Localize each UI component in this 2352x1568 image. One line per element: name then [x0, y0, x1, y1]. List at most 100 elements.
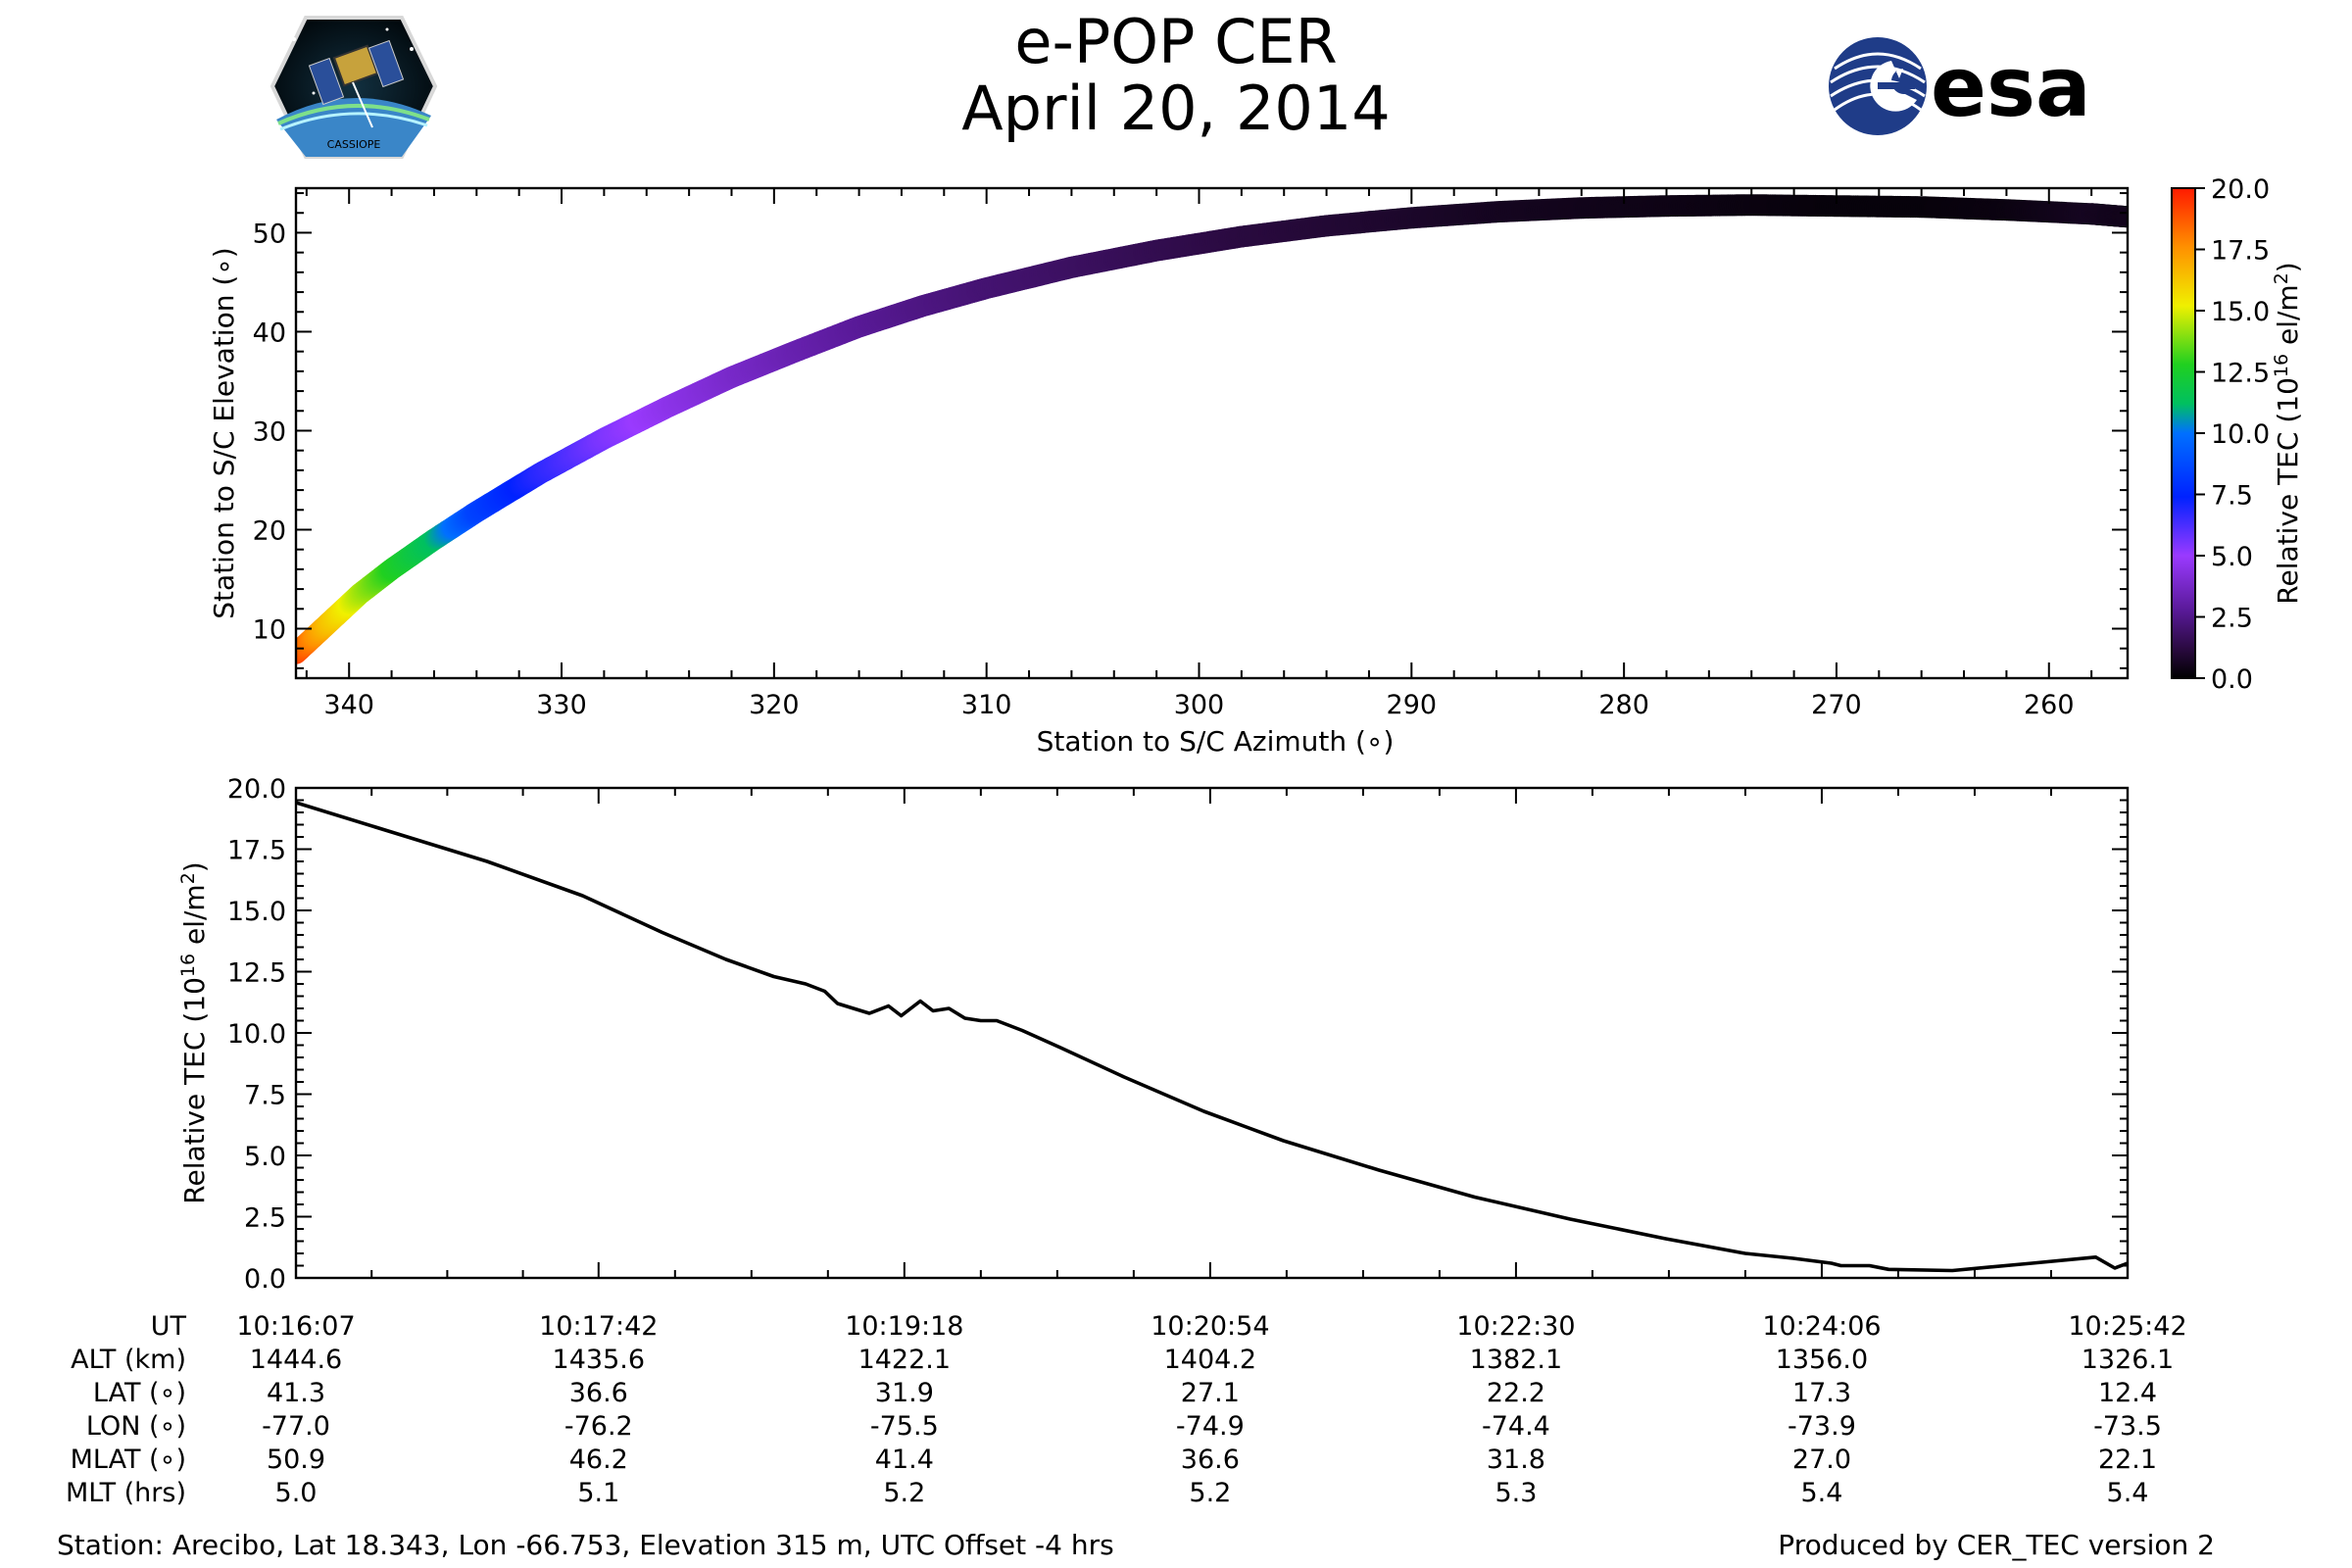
colorbar-label: Relative TEC (1016 el/m2) [2271, 262, 2304, 604]
ephemeris-row-label: MLAT (∘) [71, 1445, 186, 1475]
tec-tick-label: 17.5 [227, 836, 286, 866]
ephemeris-value: 1422.1 [858, 1345, 951, 1375]
ephemeris-value: 1404.2 [1164, 1345, 1256, 1375]
ephemeris-value: 27.0 [1792, 1445, 1851, 1475]
title-line-instrument: e-POP CER [1014, 6, 1338, 77]
ephemeris-value: 17.3 [1792, 1378, 1851, 1408]
title-line-date: April 20, 2014 [961, 73, 1391, 144]
colorbar-tick-label: 0.0 [2211, 664, 2253, 695]
azimuth-tick-label: 330 [536, 690, 587, 720]
azimuth-axis-label: Station to S/C Azimuth (∘) [1037, 725, 1395, 758]
ephemeris-value: 1444.6 [250, 1345, 342, 1375]
elevation-azimuth-frame [294, 186, 2130, 680]
elevation-tick-label: 10 [253, 614, 286, 645]
ephemeris-row-label: LON (∘) [86, 1411, 186, 1442]
ephemeris-value: -77.0 [262, 1411, 330, 1442]
elevation-tick-label: 50 [253, 219, 286, 249]
tec-tick-label: 10.0 [227, 1019, 286, 1050]
tec-time-chart: 0.0 2.5 5.0 7.5 10.0 12.5 15.0 17.5 20.0 Relativ… [177, 774, 2130, 1295]
ephemeris-value: 10:25:42 [2068, 1311, 2186, 1342]
cassiope-logo-text: CASSIOPE [327, 138, 381, 151]
tec-tick-label: 7.5 [244, 1081, 286, 1111]
elevation-azimuth-ticks: 340 330 320 310 300 290 280 270 260 10 20 30 40 50 [253, 188, 2128, 720]
azimuth-tick-label: 270 [1811, 690, 1862, 720]
colorbar-tick-label: 5.0 [2211, 542, 2253, 572]
ephemeris-value: 31.8 [1487, 1445, 1545, 1475]
colorbar-ticks: 0.0 2.5 5.0 7.5 10.0 12.5 15.0 17.5 20.0 [2195, 174, 2270, 695]
ephemeris-value: 46.2 [569, 1445, 628, 1475]
colorbar-tick-label: 15.0 [2211, 297, 2270, 327]
tec-tick-label: 20.0 [227, 774, 286, 805]
tec-tick-label: 0.0 [244, 1264, 286, 1295]
tec-colorbar: 0.0 2.5 5.0 7.5 10.0 12.5 15.0 17.5 20.0 Relativ… [2171, 174, 2304, 695]
ephemeris-row-label: MLT (hrs) [66, 1478, 186, 1508]
ephemeris-value: 5.2 [883, 1478, 925, 1508]
colorbar-tick-label: 10.0 [2211, 419, 2270, 450]
ephemeris-row-label: UT [151, 1311, 187, 1342]
ephemeris-value: 1382.1 [1470, 1345, 1562, 1375]
elevation-axis-label: Station to S/C Elevation (∘) [208, 247, 240, 618]
ephemeris-value: 10:17:42 [539, 1311, 658, 1342]
tec-tick-label: 2.5 [244, 1203, 286, 1234]
ephemeris-row-label: ALT (km) [71, 1345, 186, 1375]
ephemeris-value: 1435.6 [553, 1345, 645, 1375]
ephemeris-value: 10:16:07 [236, 1311, 355, 1342]
ephemeris-value: 41.4 [875, 1445, 934, 1475]
azimuth-tick-label: 280 [1598, 690, 1649, 720]
ephemeris-value: 1356.0 [1776, 1345, 1868, 1375]
azimuth-tick-label: 300 [1174, 690, 1225, 720]
colorbar-tick-label: 7.5 [2211, 481, 2253, 512]
esa-logo: esa [1829, 37, 2091, 135]
tec-time-frame [294, 786, 2130, 1280]
tec-line-series [296, 801, 2128, 1273]
tec-time-ticks: 0.0 2.5 5.0 7.5 10.0 12.5 15.0 17.5 20.0 [227, 774, 2129, 1295]
ephemeris-row-label: LAT (∘) [93, 1378, 186, 1408]
ephemeris-value: 22.1 [2098, 1445, 2157, 1475]
ephemeris-value: 5.4 [2107, 1478, 2149, 1508]
elevation-tick-label: 20 [253, 515, 286, 546]
tec-tick-label: 12.5 [227, 958, 286, 989]
elevation-tick-label: 40 [253, 318, 286, 348]
ephemeris-value: 5.0 [275, 1478, 318, 1508]
colorbar-tick-label: 12.5 [2211, 359, 2270, 389]
ephemeris-value: 10:22:30 [1456, 1311, 1575, 1342]
ephemeris-value: 5.1 [577, 1478, 619, 1508]
ephemeris-value: -73.9 [1788, 1411, 1856, 1442]
ephemeris-value: 36.6 [569, 1378, 628, 1408]
ephemeris-value: 10:19:18 [845, 1311, 963, 1342]
ephemeris-value: -74.9 [1176, 1411, 1245, 1442]
ephemeris-value: -74.4 [1482, 1411, 1550, 1442]
ephemeris-value: 22.2 [1487, 1378, 1545, 1408]
esa-logo-text: esa [1931, 39, 2091, 135]
colorbar-gradient [2171, 187, 2196, 679]
ephemeris-value: 5.2 [1189, 1478, 1231, 1508]
ephemeris-value: 31.9 [875, 1378, 934, 1408]
ephemeris-value: 12.4 [2098, 1378, 2157, 1408]
station-info: Station: Arecibo, Lat 18.343, Lon -66.75… [57, 1529, 1114, 1561]
cassiope-logo: CASSIOPE [270, 16, 438, 159]
ephemeris-value: 5.4 [1800, 1478, 1842, 1508]
ephemeris-value: -76.2 [564, 1411, 633, 1442]
ephemeris-value: -75.5 [870, 1411, 939, 1442]
colorbar-tick-label: 20.0 [2211, 174, 2270, 205]
elevation-track-series [296, 194, 2128, 664]
colorbar-tick-label: 17.5 [2211, 236, 2270, 267]
ephemeris-value: 5.3 [1494, 1478, 1537, 1508]
azimuth-tick-label: 290 [1387, 690, 1438, 720]
colorbar-tick-label: 2.5 [2211, 604, 2253, 634]
tec-tick-label: 5.0 [244, 1142, 286, 1172]
ephemeris-value: 10:20:54 [1151, 1311, 1269, 1342]
ephemeris-value: 27.1 [1181, 1378, 1240, 1408]
ephemeris-value: 1326.1 [2082, 1345, 2174, 1375]
elevation-track-point [2116, 206, 2128, 228]
azimuth-tick-label: 320 [749, 690, 800, 720]
elevation-tick-label: 30 [253, 416, 286, 447]
producer-info: Produced by CER_TEC version 2 [1778, 1529, 2215, 1561]
azimuth-tick-label: 260 [2024, 690, 2075, 720]
tec-tick-label: 15.0 [227, 897, 286, 927]
tec-axis-label: Relative TEC (1016 el/m2) [177, 861, 211, 1203]
azimuth-tick-label: 310 [961, 690, 1012, 720]
ephemeris-value: 41.3 [267, 1378, 325, 1408]
